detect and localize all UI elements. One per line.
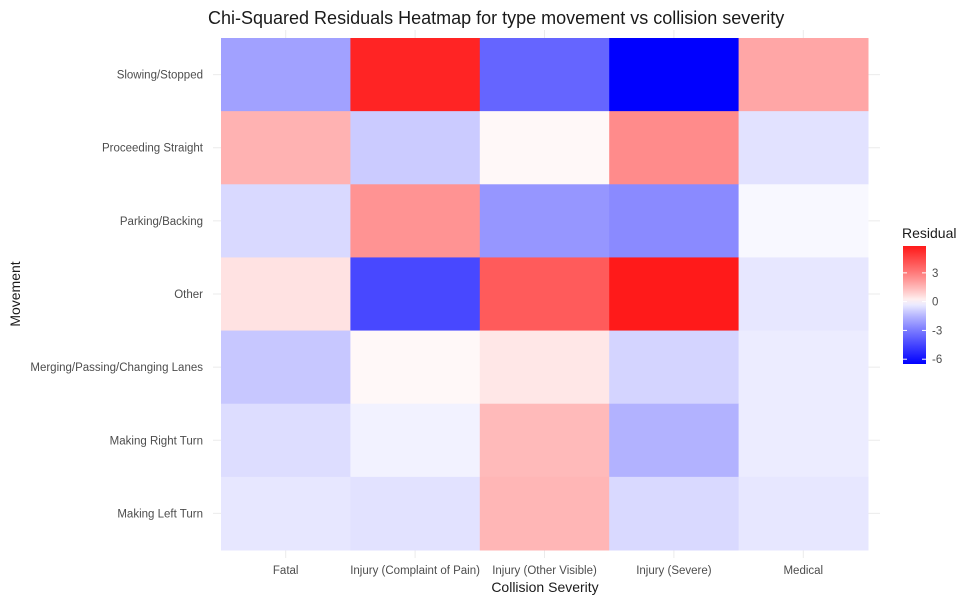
heatmap-cell — [221, 476, 351, 551]
heatmap-cell — [221, 330, 351, 405]
legend-tick-label: 0 — [932, 297, 938, 309]
heatmap-cell — [609, 38, 740, 112]
x-tick-label: Injury (Severe) — [636, 565, 712, 577]
heatmap-cell — [479, 111, 610, 185]
heatmap-cell — [738, 38, 869, 112]
heatmap-cell — [609, 330, 740, 405]
heatmap-cell — [479, 257, 610, 332]
heatmap-cell — [738, 184, 869, 258]
y-tick-label: Making Right Turn — [110, 435, 203, 447]
heatmap-cell — [350, 184, 481, 258]
heatmap-cell — [609, 111, 740, 185]
x-axis-title: Collision Severity — [491, 579, 598, 595]
heatmap-cell — [350, 403, 481, 478]
heatmap-cell — [479, 330, 610, 405]
y-axis-tick-labels: Slowing/Stopped Proceeding Straight Parkin… — [30, 70, 203, 521]
y-tick-label: Proceeding Straight — [102, 143, 204, 155]
x-tick-label: Medical — [783, 565, 823, 577]
y-tick-label: Making Left Turn — [117, 508, 203, 520]
heatmap-cell — [609, 476, 740, 551]
heatmap-cell — [221, 257, 351, 332]
y-tick-label: Merging/Passing/Changing Lanes — [30, 362, 203, 374]
heatmap-cell — [609, 403, 740, 478]
heatmap-cell — [609, 257, 740, 332]
heatmap-cell — [350, 111, 481, 185]
heatmap-cell — [738, 111, 869, 185]
heatmap-cell — [221, 111, 351, 185]
legend-tick-label: 3 — [932, 268, 938, 280]
y-axis-title: Movement — [7, 261, 23, 326]
heatmap-cell — [479, 403, 610, 478]
heatmap-cell — [350, 330, 481, 405]
heatmap-cell — [221, 403, 351, 478]
x-tick-label: Injury (Other Visible) — [492, 565, 597, 577]
heatmap-cell — [738, 476, 869, 551]
heatmap-cell — [479, 184, 610, 258]
heatmap-cell — [738, 257, 869, 332]
legend-tick-label: -6 — [932, 354, 942, 366]
heatmap-cell — [221, 184, 351, 258]
heatmap-cell — [350, 257, 481, 332]
legend-colorbar — [903, 246, 926, 364]
heatmap-cell — [479, 38, 610, 112]
y-tick-label: Other — [174, 289, 203, 301]
legend-title: Residual — [902, 225, 956, 241]
legend-ticks: 3 0 -3 -6 — [903, 268, 942, 366]
chart-title: Chi-Squared Residuals Heatmap for type m… — [208, 8, 784, 28]
heatmap-cell — [221, 38, 351, 112]
heatmap-cells — [221, 38, 869, 551]
heatmap-cell — [350, 476, 481, 551]
x-axis-tick-labels: Fatal Injury (Complaint of Pain) Injury (O… — [273, 565, 823, 577]
y-tick-label: Slowing/Stopped — [117, 70, 203, 82]
heatmap-cell — [738, 403, 869, 478]
heatmap-cell — [738, 330, 869, 405]
legend: Residual 3 0 -3 -6 — [902, 225, 956, 366]
y-tick-label: Parking/Backing — [120, 216, 203, 228]
x-tick-label: Fatal — [273, 565, 299, 577]
legend-tick-label: -3 — [932, 325, 942, 337]
heatmap-cell — [479, 476, 610, 551]
x-tick-label: Injury (Complaint of Pain) — [350, 565, 480, 577]
heatmap-cell — [350, 38, 481, 112]
heatmap-cell — [609, 184, 740, 258]
